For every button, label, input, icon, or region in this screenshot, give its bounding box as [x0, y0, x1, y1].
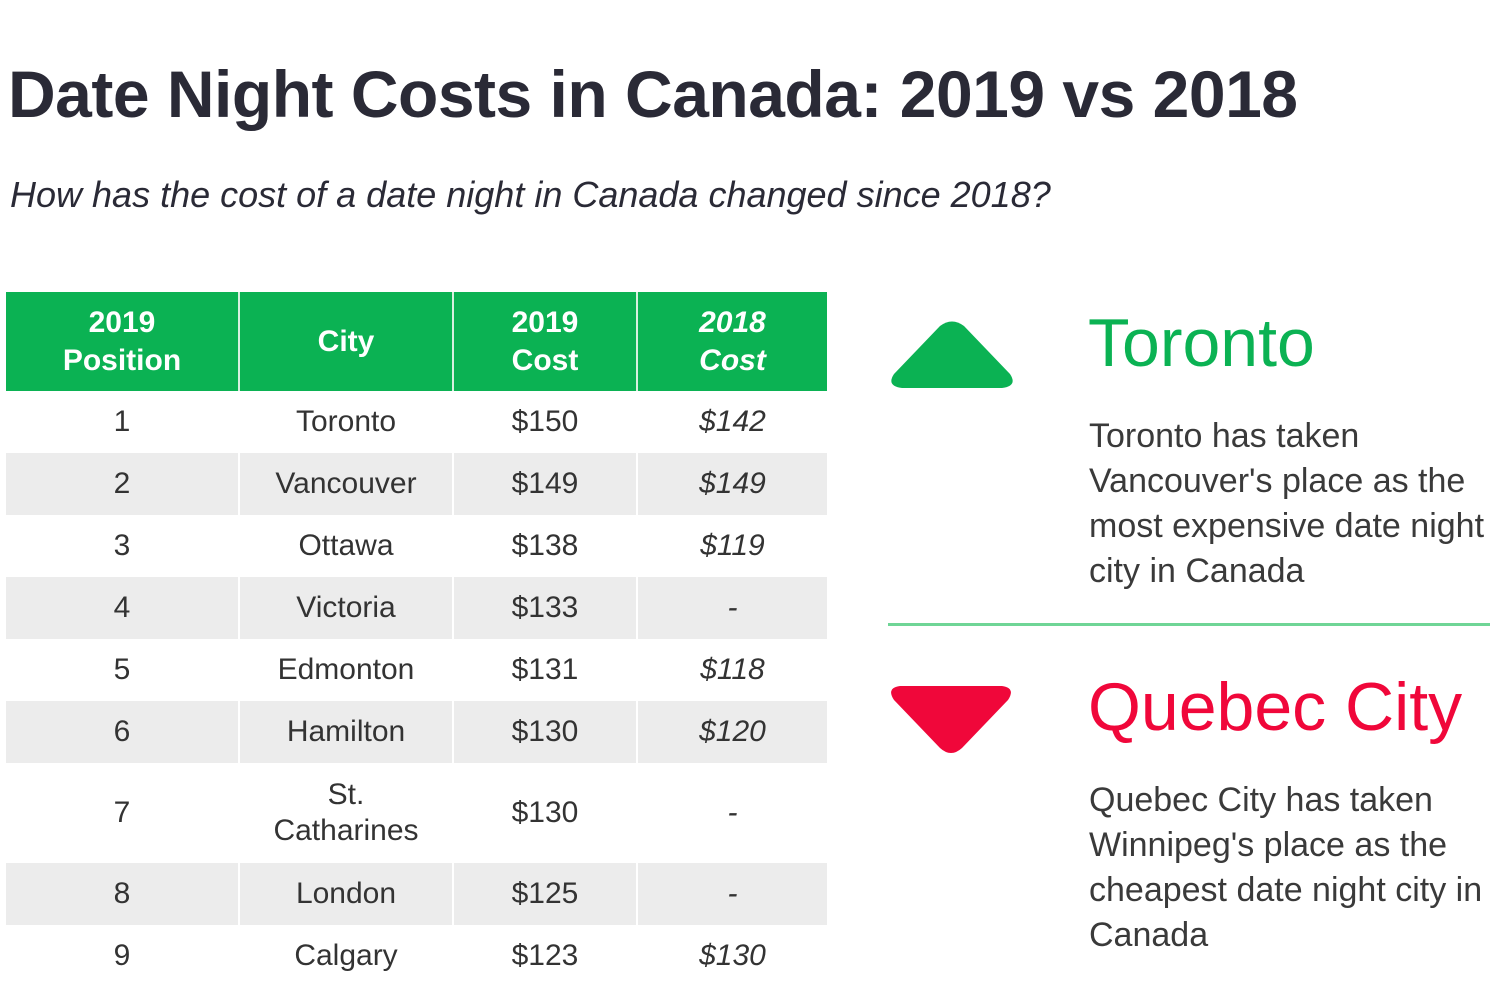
table-row: 6 Hamilton $130 $120 — [6, 701, 827, 763]
cost-table: 2019 Position City 2019 Cost 2018 Cost 1… — [6, 292, 827, 987]
cell-city: Toronto — [240, 391, 454, 453]
cell-2019-cost: $133 — [454, 577, 638, 639]
cell-2019-cost: $149 — [454, 453, 638, 515]
cell-city-line1: Toronto — [295, 405, 397, 438]
table-row: 2 Vancouver $149 $149 — [6, 453, 827, 515]
cell-city-line1: Calgary — [294, 939, 398, 972]
cell-position: 7 — [6, 763, 240, 863]
triangle-down-icon — [891, 686, 1011, 753]
col-header-line2: Position — [62, 343, 182, 377]
cell-2018-cost: $118 — [700, 653, 765, 686]
cell-2018-cost: $142 — [699, 405, 766, 438]
cell-city: Calgary — [240, 925, 454, 987]
cell-2019-cost: $130 — [454, 701, 638, 763]
cell-position: 8 — [6, 863, 240, 925]
cell-2018-cost: - — [727, 796, 738, 829]
table-body: 1 Toronto $150 $142 2 Vancouver $149 $149 3 Ottaw… — [6, 391, 827, 987]
col-header-2018-cost: 2018 Cost — [638, 292, 827, 391]
col-header-city: City — [240, 292, 454, 391]
cell-2018-cost: - — [638, 577, 827, 639]
col-header-2019-cost: 2019 Cost — [454, 292, 638, 391]
cell-city-line2: Catharines — [273, 814, 419, 847]
cell-city-line1: London — [295, 877, 397, 910]
cell-2019-cost: $123 — [454, 925, 638, 987]
highlight-up-city: Toronto — [1088, 305, 1315, 381]
cell-city-line1: Victoria — [296, 591, 396, 624]
cell-2019-cost: $130 — [454, 763, 638, 863]
col-header-line1: City — [317, 324, 375, 358]
col-header-position: 2019 Position — [6, 292, 240, 391]
cell-2018-cost: - — [638, 863, 827, 925]
table-row: 3 Ottawa $138 $119 — [6, 515, 827, 577]
table-row: 5 Edmonton $131 $118 — [6, 639, 827, 701]
highlight-down-description: Quebec City has taken Winnipeg's place a… — [1089, 781, 1483, 954]
table-row: 9 Calgary $123 $130 — [6, 925, 827, 987]
cell-position: 3 — [6, 515, 240, 577]
cell-city: Ottawa — [240, 515, 454, 577]
table-row: 7 St. Catharines $130- — [6, 763, 827, 863]
cell-city: Hamilton — [240, 701, 454, 763]
cell-position: 6 — [6, 701, 240, 763]
cell-city-line1: Hamilton — [286, 715, 406, 748]
cell-2019-cost: $131 — [454, 639, 638, 701]
cell-city-line1: St. — [327, 778, 365, 811]
cell-position: 9 — [6, 925, 240, 987]
cell-2019-cost: $150 — [454, 391, 638, 453]
page-title: Date Night Costs in Canada: 2019 vs 2018 — [8, 57, 1298, 131]
cell-city: London — [240, 863, 454, 925]
cell-2018-cost: $130 — [699, 939, 766, 972]
cell-city: Victoria — [240, 577, 454, 639]
cell-city: Vancouver — [240, 453, 454, 515]
cell-city-line1: Vancouver — [275, 467, 417, 500]
col-header-line2: Cost — [699, 343, 766, 377]
cell-2018-cost: $120 — [638, 701, 827, 763]
section-divider — [888, 623, 1490, 626]
cell-city-line1: Edmonton — [277, 653, 415, 686]
cell-city-line1: Ottawa — [298, 529, 394, 562]
cell-city: Edmonton — [240, 639, 454, 701]
table-row: 4 Victoria $133- — [6, 577, 827, 639]
col-header-line1: 2019 — [88, 305, 156, 339]
cell-position: 4 — [6, 577, 240, 639]
highlight-up-description: Toronto has taken Vancouver's place as t… — [1089, 417, 1485, 590]
cell-position: 2 — [6, 453, 240, 515]
cell-2018-cost: $119 — [700, 529, 765, 562]
cell-2019-cost: $125 — [454, 863, 638, 925]
page-subtitle: How has the cost of a date night in Cana… — [10, 174, 1051, 215]
table-row: 1 Toronto $150 $142 — [6, 391, 827, 453]
table-row: 8 London $125- — [6, 863, 827, 925]
cell-position: 1 — [6, 391, 240, 453]
col-header-line1: 2019 — [511, 305, 579, 339]
cell-city: St. Catharines — [240, 763, 454, 863]
table-header-row: 2019 Position City 2019 Cost 2018 Cost — [6, 292, 827, 391]
triangle-up-icon — [891, 321, 1013, 388]
col-header-line1: 2018 — [699, 305, 766, 339]
cell-2019-cost: $138 — [454, 515, 638, 577]
cell-position: 5 — [6, 639, 240, 701]
highlight-down-city: Quebec City — [1088, 669, 1463, 745]
cell-2018-cost: $149 — [638, 453, 827, 515]
col-header-line2: Cost — [511, 343, 579, 377]
